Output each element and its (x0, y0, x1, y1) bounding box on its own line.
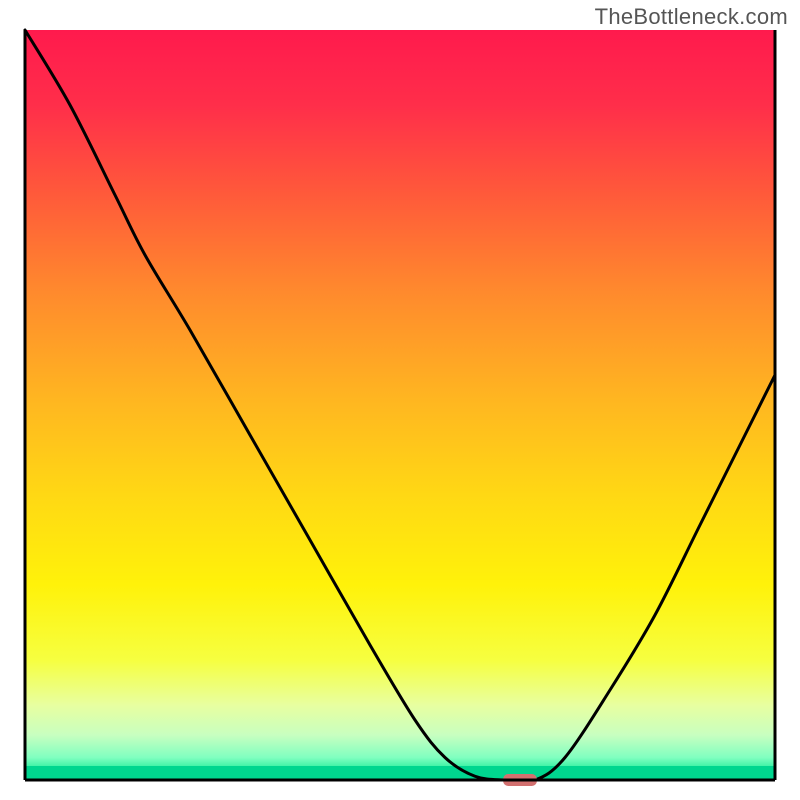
gradient-background (25, 30, 775, 780)
watermark-text: TheBottleneck.com (595, 4, 788, 30)
bottom-band (25, 766, 775, 780)
bottleneck-chart (0, 0, 800, 800)
chart-canvas: TheBottleneck.com (0, 0, 800, 800)
